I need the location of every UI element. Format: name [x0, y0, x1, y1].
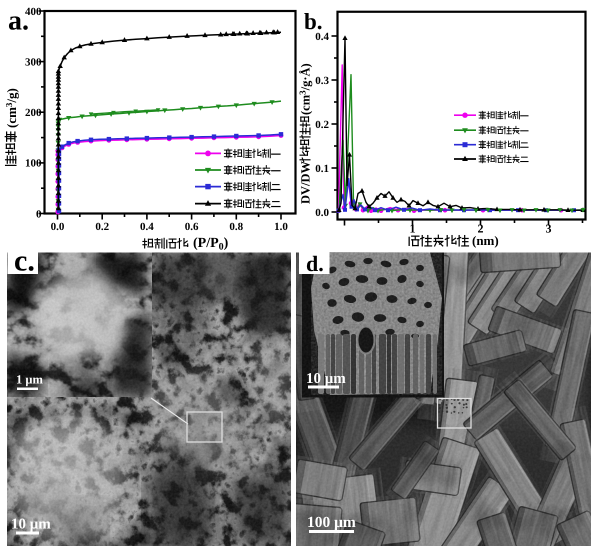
svg-text:300: 300	[25, 56, 42, 68]
svg-text:0.2: 0.2	[95, 221, 109, 233]
svg-text:(cm3/g): (cm3/g)	[4, 88, 19, 128]
svg-text:0: 0	[36, 208, 42, 220]
svg-text:0.0: 0.0	[51, 221, 65, 233]
svg-text:10 μm: 10 μm	[306, 371, 346, 387]
svg-text:1 μm: 1 μm	[16, 373, 43, 387]
svg-text:0.1: 0.1	[315, 163, 329, 175]
svg-text:1.0: 1.0	[274, 221, 288, 233]
svg-text:100: 100	[25, 158, 42, 170]
svg-text:200: 200	[25, 107, 42, 119]
svg-text:0.4: 0.4	[140, 221, 154, 233]
svg-text:a.: a.	[8, 6, 29, 37]
svg-text:b.: b.	[304, 9, 323, 34]
svg-text:2: 2	[478, 222, 484, 236]
svg-text:400: 400	[25, 6, 42, 18]
svg-text:(P/P0): (P/P0)	[193, 236, 229, 253]
svg-text:d.: d.	[306, 251, 324, 276]
svg-text:0.8: 0.8	[229, 221, 243, 233]
svg-text:3: 3	[546, 222, 552, 236]
svg-text:0.6: 0.6	[185, 221, 199, 233]
svg-text:c.: c.	[14, 245, 35, 278]
svg-text:0.4: 0.4	[315, 31, 329, 43]
svg-text:100 μm: 100 μm	[307, 514, 356, 531]
svg-text:(cm3/g·Å): (cm3/g·Å)	[298, 63, 313, 115]
svg-text:0.2: 0.2	[315, 119, 329, 131]
svg-text:1: 1	[410, 222, 416, 236]
svg-text:(nm): (nm)	[472, 233, 499, 248]
svg-text:0.0: 0.0	[315, 207, 329, 219]
svg-text:10 μm: 10 μm	[11, 517, 51, 533]
svg-text:DV/DW: DV/DW	[299, 160, 313, 204]
svg-text:0.3: 0.3	[315, 75, 329, 87]
